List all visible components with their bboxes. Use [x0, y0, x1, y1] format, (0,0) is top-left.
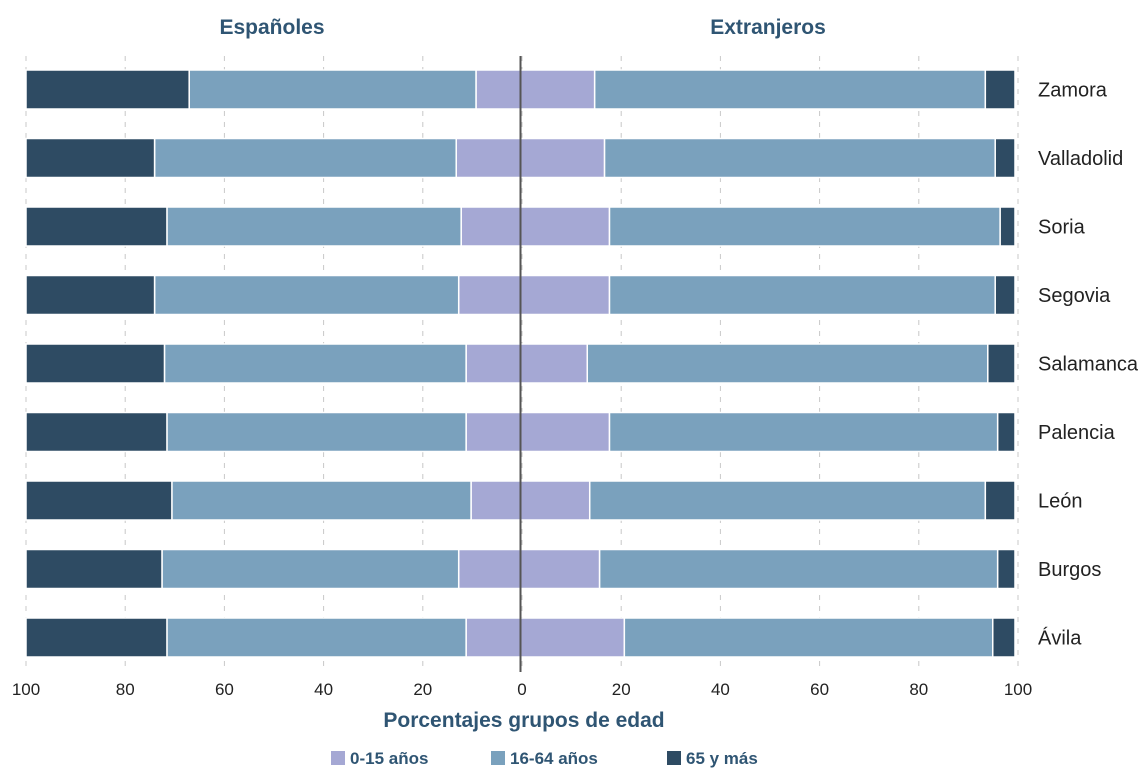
- x-tick-label: 40: [711, 680, 730, 699]
- category-label: Salamanca: [1038, 354, 1139, 376]
- bar-espanoles-65 y más: [25, 137, 156, 179]
- x-tick-label: 80: [116, 680, 135, 699]
- bar-extranjeros-0-15 años: [519, 343, 589, 384]
- bar-extranjeros-0-15 años: [519, 548, 601, 590]
- bar-extranjeros-0-15 años: [519, 411, 611, 453]
- bar-extranjeros-0-15 años: [519, 69, 596, 110]
- bar-espanoles-65 y más: [25, 411, 168, 453]
- legend: 0-15 años 16-64 años 65 y más: [331, 749, 758, 768]
- bar-extranjeros-16-64 años: [598, 548, 999, 590]
- bar-extranjeros-16-64 años: [588, 480, 987, 521]
- bar-extranjeros-65 y más: [987, 343, 1016, 384]
- bar-extranjeros-16-64 años: [608, 411, 999, 453]
- bar-extranjeros-16-64 años: [586, 343, 989, 384]
- bar-extranjeros-0-15 años: [519, 617, 626, 658]
- category-label: Soria: [1038, 217, 1086, 239]
- x-tick-label: 20: [413, 680, 432, 699]
- bar-espanoles-65 y más: [25, 69, 190, 110]
- bar-extranjeros-65 y más: [991, 617, 1016, 658]
- bar-espanoles-65 y más: [25, 617, 168, 658]
- bar-espanoles-65 y más: [25, 206, 168, 247]
- bar-espanoles-65 y más: [25, 343, 166, 384]
- bar-espanoles-0-15 años: [465, 411, 522, 453]
- panel-title-extranjeros: Extranjeros: [710, 16, 826, 39]
- legend-label: 16-64 años: [510, 749, 598, 768]
- x-axis-label: Porcentajes grupos de edad: [383, 709, 664, 732]
- bars: [25, 69, 1016, 658]
- bar-espanoles-16-64 años: [166, 617, 467, 658]
- x-tick-label: 100: [1004, 680, 1032, 699]
- bar-extranjeros-0-15 años: [519, 480, 591, 521]
- bar-extranjeros-0-15 años: [519, 137, 606, 179]
- legend-label: 0-15 años: [350, 749, 428, 768]
- bar-extranjeros-0-15 años: [519, 274, 611, 316]
- bar-extranjeros-0-15 años: [519, 206, 611, 247]
- panel-title-espanoles: Españoles: [219, 16, 324, 39]
- bar-espanoles-65 y más: [25, 274, 156, 316]
- x-tick-label: 100: [12, 680, 40, 699]
- legend-swatch: [491, 751, 505, 765]
- bar-espanoles-16-64 años: [163, 343, 467, 384]
- category-label: Palencia: [1038, 422, 1116, 444]
- bar-espanoles-65 y más: [25, 480, 173, 521]
- category-label: Valladolid: [1038, 148, 1123, 170]
- bar-espanoles-16-64 años: [166, 411, 467, 453]
- category-label: Segovia: [1038, 285, 1111, 307]
- x-tick-label: 40: [314, 680, 333, 699]
- category-labels: Zamora Valladolid Soria Segovia Salamanca Pal…: [1038, 80, 1139, 650]
- bar-extranjeros-16-64 años: [623, 617, 994, 658]
- legend-swatch: [331, 751, 345, 765]
- bar-espanoles-0-15 años: [475, 69, 522, 110]
- x-tick-label: 60: [215, 680, 234, 699]
- bar-espanoles-0-15 años: [470, 480, 522, 521]
- category-label: Zamora: [1038, 80, 1108, 102]
- bar-espanoles-16-64 años: [166, 206, 462, 247]
- x-tick-label: 20: [612, 680, 631, 699]
- bar-extranjeros-65 y más: [999, 206, 1016, 247]
- bar-extranjeros-65 y más: [994, 137, 1016, 179]
- bar-extranjeros-65 y más: [994, 274, 1016, 316]
- bar-espanoles-0-15 años: [465, 343, 522, 384]
- bar-extranjeros-65 y más: [984, 69, 1016, 110]
- bar-extranjeros-65 y más: [996, 548, 1016, 590]
- category-label: Burgos: [1038, 559, 1101, 581]
- bar-espanoles-16-64 años: [171, 480, 472, 521]
- legend-label: 65 y más: [686, 749, 758, 768]
- x-tick-label: 0: [517, 680, 526, 699]
- legend-swatch: [667, 751, 681, 765]
- bar-espanoles-0-15 años: [465, 617, 522, 658]
- bar-extranjeros-16-64 años: [608, 206, 1001, 247]
- bar-espanoles-16-64 años: [161, 548, 460, 590]
- bar-espanoles-16-64 años: [153, 137, 457, 179]
- bar-espanoles-16-64 años: [188, 69, 477, 110]
- bar-espanoles-0-15 años: [457, 274, 522, 316]
- bar-extranjeros-65 y más: [996, 411, 1016, 453]
- bar-extranjeros-16-64 años: [608, 274, 996, 316]
- category-label: Ávila: [1038, 627, 1082, 650]
- x-tick-label: 80: [909, 680, 928, 699]
- bar-espanoles-0-15 años: [455, 137, 522, 179]
- bar-extranjeros-16-64 años: [593, 69, 987, 110]
- bar-espanoles-65 y más: [25, 548, 163, 590]
- bar-espanoles-0-15 años: [457, 548, 522, 590]
- x-axis-ticks: 100 80 60 40 20 0 20 40 60 80 100: [12, 680, 1032, 699]
- bar-extranjeros-16-64 años: [603, 137, 996, 179]
- bar-espanoles-16-64 años: [153, 274, 460, 316]
- bar-espanoles-0-15 años: [460, 206, 522, 247]
- category-label: León: [1038, 491, 1083, 513]
- x-tick-label: 60: [810, 680, 829, 699]
- bar-extranjeros-65 y más: [984, 480, 1016, 521]
